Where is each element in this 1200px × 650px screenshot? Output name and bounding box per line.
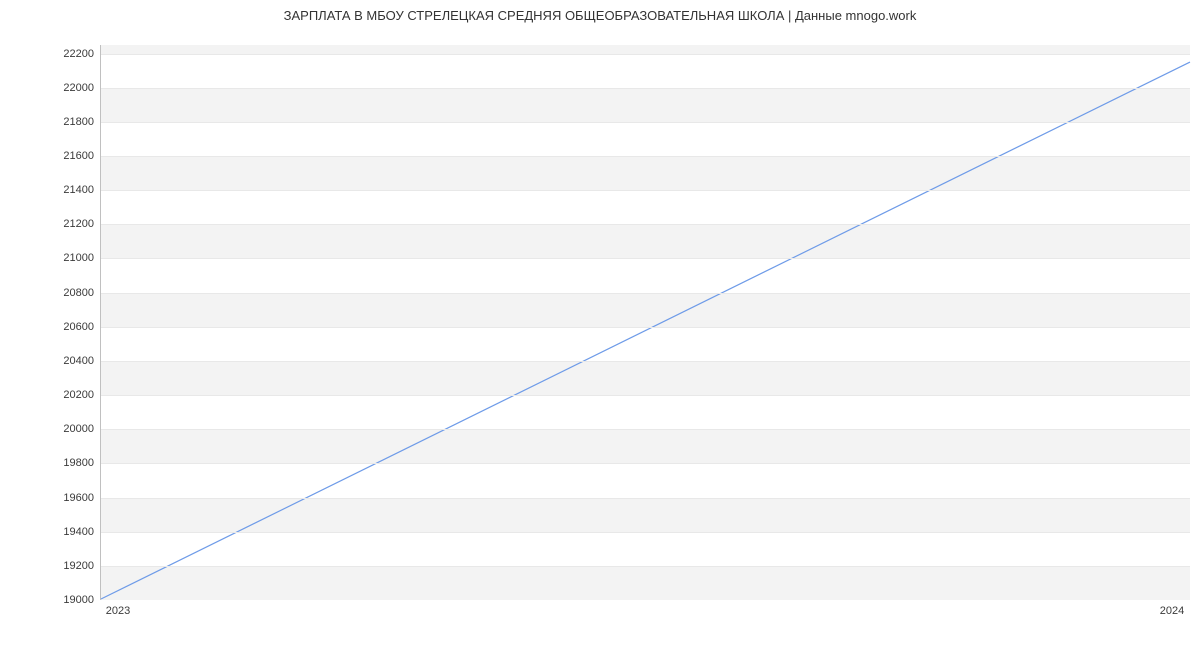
y-tick-label: 21800 [63, 116, 94, 128]
y-tick-label: 19400 [63, 526, 94, 538]
y-gridline [101, 566, 1190, 567]
y-tick-label: 20600 [63, 321, 94, 333]
y-gridline [101, 327, 1190, 328]
y-gridline [101, 498, 1190, 499]
salary-line-chart: ЗАРПЛАТА В МБОУ СТРЕЛЕЦКАЯ СРЕДНЯЯ ОБЩЕО… [0, 0, 1200, 650]
y-gridline [101, 122, 1190, 123]
y-gridline [101, 156, 1190, 157]
plot-area [100, 45, 1190, 600]
y-gridline [101, 88, 1190, 89]
y-tick-label: 19200 [63, 560, 94, 572]
line-layer [101, 45, 1190, 599]
chart-title: ЗАРПЛАТА В МБОУ СТРЕЛЕЦКАЯ СРЕДНЯЯ ОБЩЕО… [0, 8, 1200, 23]
y-gridline [101, 463, 1190, 464]
series-salary [101, 62, 1190, 599]
y-tick-label: 22200 [63, 48, 94, 60]
y-gridline [101, 190, 1190, 191]
y-gridline [101, 54, 1190, 55]
y-tick-label: 21600 [63, 150, 94, 162]
y-tick-label: 20200 [63, 389, 94, 401]
y-gridline [101, 361, 1190, 362]
y-tick-label: 19600 [63, 492, 94, 504]
y-gridline [101, 258, 1190, 259]
y-tick-label: 19800 [63, 457, 94, 469]
y-gridline [101, 293, 1190, 294]
x-tick-label: 2023 [106, 605, 130, 617]
y-gridline [101, 429, 1190, 430]
y-tick-label: 21400 [63, 184, 94, 196]
y-gridline [101, 224, 1190, 225]
y-tick-label: 20400 [63, 355, 94, 367]
x-tick-label: 2024 [1160, 605, 1184, 617]
y-tick-label: 21000 [63, 252, 94, 264]
y-tick-label: 20000 [63, 423, 94, 435]
y-gridline [101, 395, 1190, 396]
y-tick-label: 19000 [63, 594, 94, 606]
y-tick-label: 21200 [63, 218, 94, 230]
y-gridline [101, 532, 1190, 533]
y-tick-label: 22000 [63, 82, 94, 94]
y-tick-label: 20800 [63, 287, 94, 299]
